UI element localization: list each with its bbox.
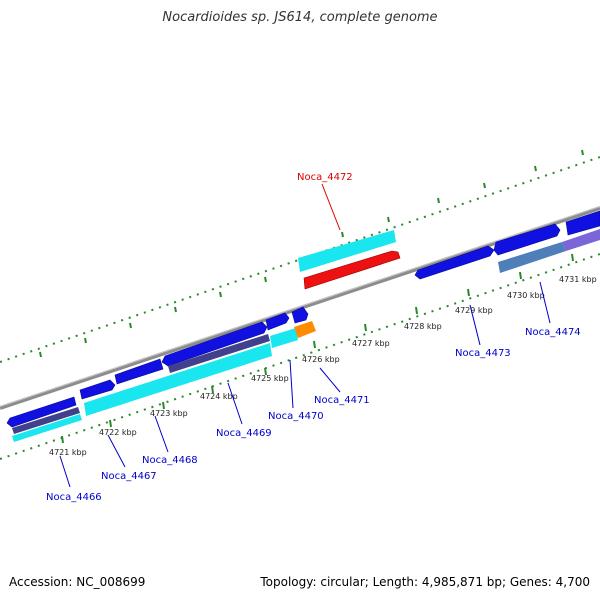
hit-cyan-4466 (12, 414, 82, 442)
kbp-label: 4721 kbp (49, 448, 87, 457)
kbp-label: 4730 kbp (507, 291, 545, 300)
gene-noca-4469-forward[interactable] (161, 321, 268, 367)
gene-noca-4468-forward[interactable] (114, 358, 164, 385)
gene-label-noca-4467[interactable]: Noca_4467 (101, 471, 157, 482)
gene-next-forward[interactable] (565, 210, 600, 236)
gene-label-noca-4473[interactable]: Noca_4473 (455, 348, 511, 359)
genome-summary-text: Topology: circular; Length: 4,985,871 bp… (260, 575, 590, 589)
gene-noca-4472-reverse[interactable] (303, 250, 401, 290)
inner-tick-track (0, 253, 600, 460)
gene-noca-4470-forward[interactable] (265, 312, 290, 331)
kbp-label: 4726 kbp (302, 355, 340, 364)
gene-noca-4474-forward[interactable] (493, 223, 561, 256)
hit-cyan-4472 (298, 230, 396, 272)
kbp-label: 4728 kbp (404, 322, 442, 331)
inner-major-ticks (61, 253, 574, 444)
gene-noca-4466-strand-forward[interactable] (6, 396, 77, 428)
kbp-label: 4725 kbp (251, 374, 289, 383)
gene-label-noca-4466[interactable]: Noca_4466 (46, 492, 102, 503)
kbp-label: 4727 kbp (352, 339, 390, 348)
genome-backbone-highlight (0, 206, 600, 407)
map-title: Nocardioides sp. JS614, complete genome (162, 10, 438, 25)
kbp-label: 4724 kbp (200, 392, 238, 401)
outer-tick-track (0, 156, 600, 363)
hit-orange-4471 (294, 321, 316, 338)
gene-label-noca-4474[interactable]: Noca_4474 (525, 327, 581, 338)
hit-steel-4474 (498, 242, 566, 273)
hit-dark-4466 (12, 407, 80, 434)
gene-label-noca-4468[interactable]: Noca_4468 (142, 455, 198, 466)
hit-dark-4469 (168, 334, 270, 373)
gene-labels: Noca_4466 Noca_4467 Noca_4468 Noca_4469 Noca… (46, 172, 581, 503)
kbp-label: 4731 kbp (559, 275, 597, 284)
gene-noca-4471-forward[interactable] (291, 306, 309, 324)
accession-text: Accession: NC_008699 (9, 575, 146, 589)
kbp-label: 4723 kbp (150, 409, 188, 418)
gene-leader-line-4472 (321, 183, 341, 231)
gene-label-noca-4471[interactable]: Noca_4471 (314, 395, 370, 406)
gene-label-noca-4469[interactable]: Noca_4469 (216, 428, 272, 439)
hit-violet-4474 (562, 229, 600, 251)
gene-noca-4467-forward[interactable] (79, 379, 116, 400)
gene-label-noca-4472[interactable]: Noca_4472 (297, 172, 353, 183)
hit-cyan-4470 (270, 328, 298, 348)
kbp-labels: 4721 kbp 4722 kbp 4723 kbp 4724 kbp 4725 kbp… (49, 275, 597, 457)
gene-noca-4473-forward[interactable] (414, 245, 495, 280)
kbp-label: 4729 kbp (455, 306, 493, 315)
hit-cyan-4467-4469 (84, 343, 272, 416)
gene-label-noca-4470[interactable]: Noca_4470 (268, 411, 324, 422)
gene-leader-lines (59, 281, 551, 488)
kbp-label: 4722 kbp (99, 428, 137, 437)
